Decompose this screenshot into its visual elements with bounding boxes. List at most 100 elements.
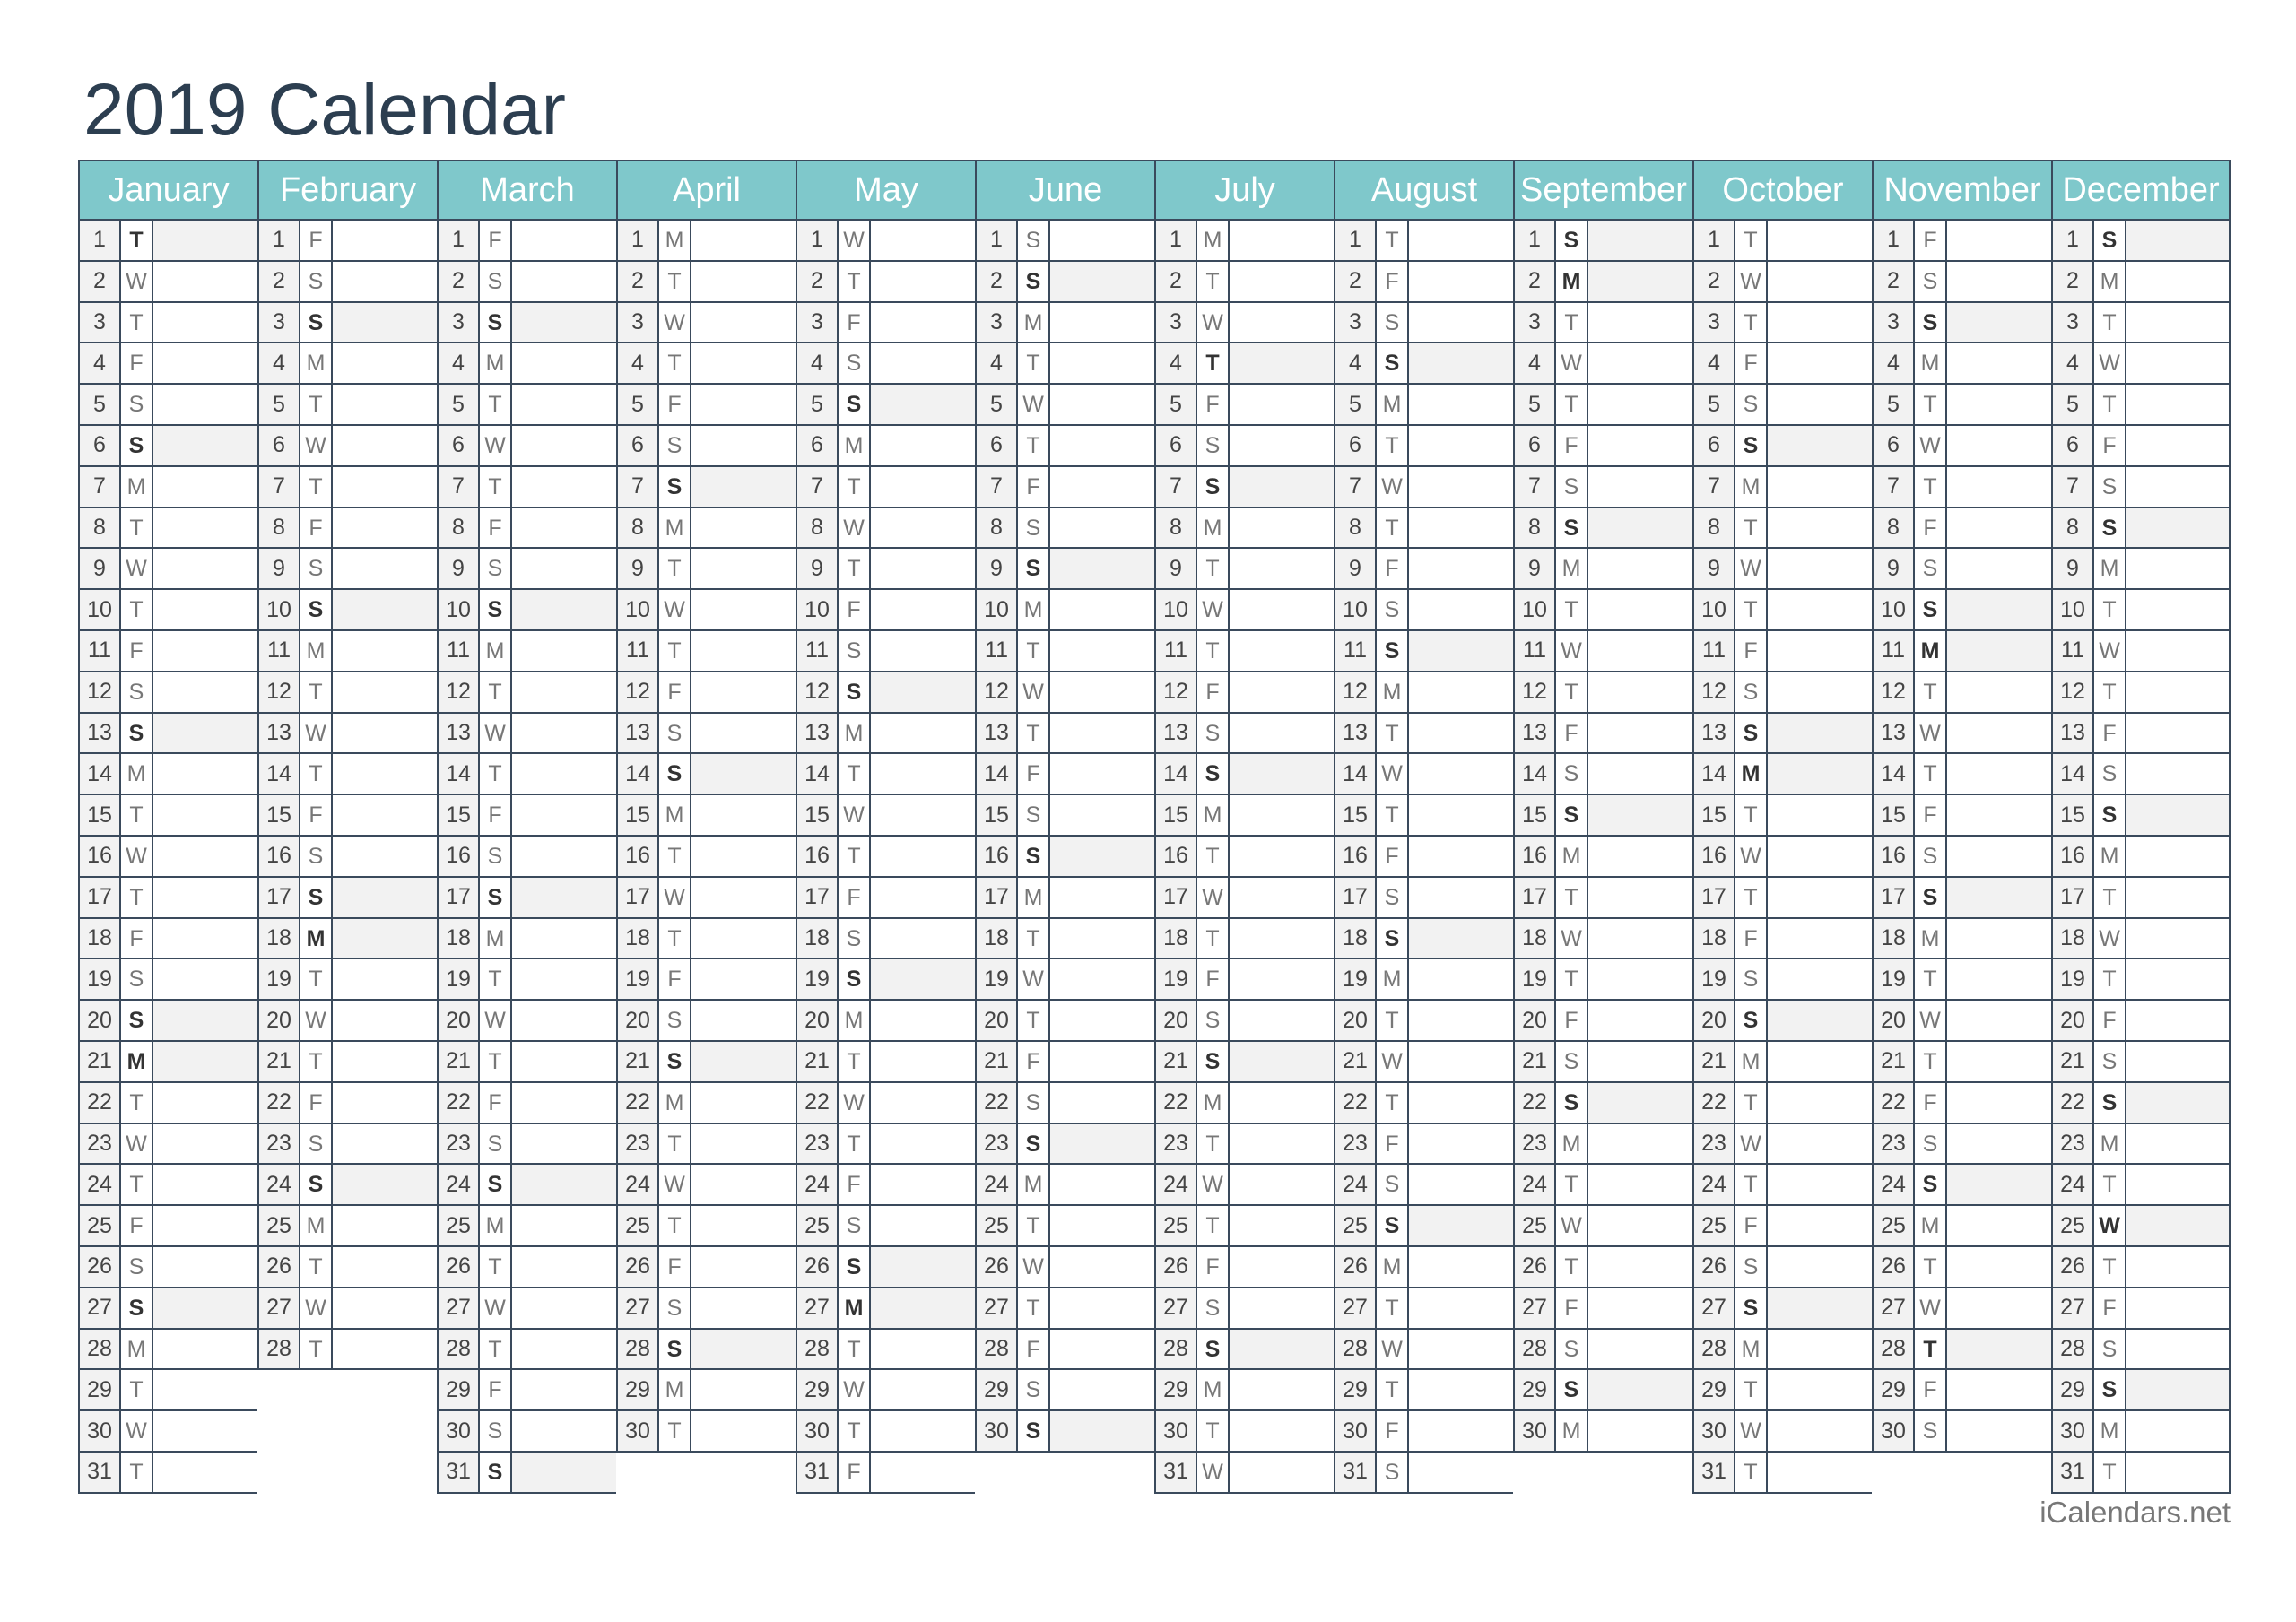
day-note-cell (1947, 1165, 2051, 1205)
weekday-cell (839, 1288, 871, 1328)
day-note-cell (1050, 878, 1154, 917)
day-note-cell (1230, 1247, 1334, 1287)
day-number: 31 (797, 1452, 839, 1492)
day-row: 2 (1335, 261, 1513, 303)
weekday-letter: M (1023, 884, 1043, 910)
day-note-cell (1768, 837, 1872, 876)
day-row: 3 (977, 302, 1154, 344)
day-note-cell (512, 508, 616, 548)
weekday-letter: S (487, 1459, 503, 1485)
day-row: 27 (1694, 1288, 1872, 1330)
weekday-cell (121, 754, 153, 794)
day-row: 21 (1335, 1041, 1513, 1083)
weekday-cell (1018, 630, 1050, 671)
day-number: 6 (1156, 425, 1197, 465)
day-number: 3 (2053, 302, 2094, 343)
weekday-cell (300, 590, 333, 629)
day-row: 30 (439, 1411, 616, 1453)
day-number: 7 (977, 466, 1018, 507)
day-number: 4 (259, 343, 300, 384)
weekday-cell (1915, 713, 1947, 753)
day-note-cell (691, 221, 796, 260)
weekday-cell (480, 1206, 512, 1245)
weekday-letter: F (1564, 720, 1578, 746)
weekday-letter: M (1561, 1131, 1581, 1157)
page-title: 2019 Calendar (83, 69, 566, 151)
weekday-cell (480, 1123, 512, 1164)
weekday-letter: W (1022, 392, 1044, 418)
weekday-letter: W (664, 309, 685, 335)
day-number: 16 (1694, 836, 1735, 876)
day-number: 14 (618, 754, 659, 794)
day-row: 14 (1156, 754, 1334, 796)
weekday-cell (1197, 877, 1230, 917)
weekday-letter: S (1922, 556, 1938, 582)
weekday-letter: S (2101, 761, 2118, 787)
weekday-cell (1377, 1041, 1409, 1081)
weekday-cell (1915, 466, 1947, 507)
day-number: 20 (1874, 1001, 1915, 1040)
day-row: 4 (1515, 343, 1692, 386)
weekday-cell (1556, 1411, 1588, 1451)
month-column-march: March 1 2 3 4 5 6 7 8 9 10 11 12 13 14 15 16 17 18 19 20 21 22… (437, 160, 616, 1494)
day-note-cell (1588, 1330, 1692, 1369)
day-note-cell (691, 795, 796, 835)
day-note-cell (1947, 630, 2051, 671)
weekday-cell (2094, 385, 2126, 424)
day-row: 31 (2053, 1452, 2229, 1494)
day-note-cell (1050, 590, 1154, 629)
weekday-letter: M (1203, 802, 1222, 828)
weekday-cell (480, 836, 512, 876)
day-row: 17 (977, 877, 1154, 919)
weekday-cell (839, 1001, 871, 1040)
day-row: 17 (1515, 877, 1692, 919)
weekday-letter: T (129, 802, 144, 828)
weekday-letter: F (129, 925, 144, 951)
day-row: 14 (977, 754, 1154, 796)
day-number: 24 (1874, 1165, 1915, 1205)
weekday-cell (121, 1165, 153, 1205)
weekday-cell (1197, 1370, 1230, 1410)
weekday-cell (1018, 1370, 1050, 1410)
day-row: 3 (618, 302, 796, 344)
weekday-letter: W (2099, 925, 2120, 951)
weekday-cell (839, 1082, 871, 1123)
weekday-letter: S (846, 967, 862, 993)
day-number: 5 (1335, 385, 1377, 424)
day-row: 10 (1156, 590, 1334, 631)
weekday-cell (1377, 549, 1409, 589)
day-row: 1 (797, 221, 975, 262)
day-note-cell (512, 467, 616, 507)
weekday-letter: S (1384, 1172, 1400, 1198)
month-header: September (1515, 160, 1692, 221)
day-note-cell (1588, 261, 1692, 301)
day-row: 22 (439, 1082, 616, 1124)
weekday-cell (839, 1452, 871, 1492)
day-note-cell (1768, 672, 1872, 712)
weekday-letter: F (488, 1089, 502, 1115)
day-note-cell (2126, 795, 2229, 835)
day-note-cell (1768, 795, 1872, 835)
weekday-letter: W (126, 556, 147, 582)
day-number: 14 (977, 754, 1018, 794)
weekday-letter: F (2102, 1295, 2117, 1321)
weekday-cell (1377, 1206, 1409, 1245)
weekday-letter: F (1923, 1377, 1937, 1403)
weekday-letter: S (1743, 1253, 1759, 1279)
weekday-letter: S (2101, 802, 2118, 828)
month-column-april: April 1 2 3 4 5 6 7 8 9 10 11 12 13 14 15 16 17 18 19 20 21 22… (616, 160, 796, 1453)
weekday-cell (1556, 1001, 1588, 1040)
weekday-cell (1018, 425, 1050, 465)
weekday-letter: T (1923, 967, 1937, 993)
weekday-cell (121, 221, 153, 260)
weekday-letter: T (1026, 720, 1040, 746)
day-row: 25 (80, 1206, 257, 1247)
weekday-letter: S (1205, 1008, 1221, 1034)
weekday-cell (659, 1288, 691, 1328)
day-number: 16 (2053, 836, 2094, 876)
weekday-letter: F (1923, 228, 1937, 253)
weekday-letter: S (1563, 1377, 1579, 1403)
weekday-letter: T (1205, 1213, 1220, 1239)
day-note-cell (153, 878, 257, 917)
